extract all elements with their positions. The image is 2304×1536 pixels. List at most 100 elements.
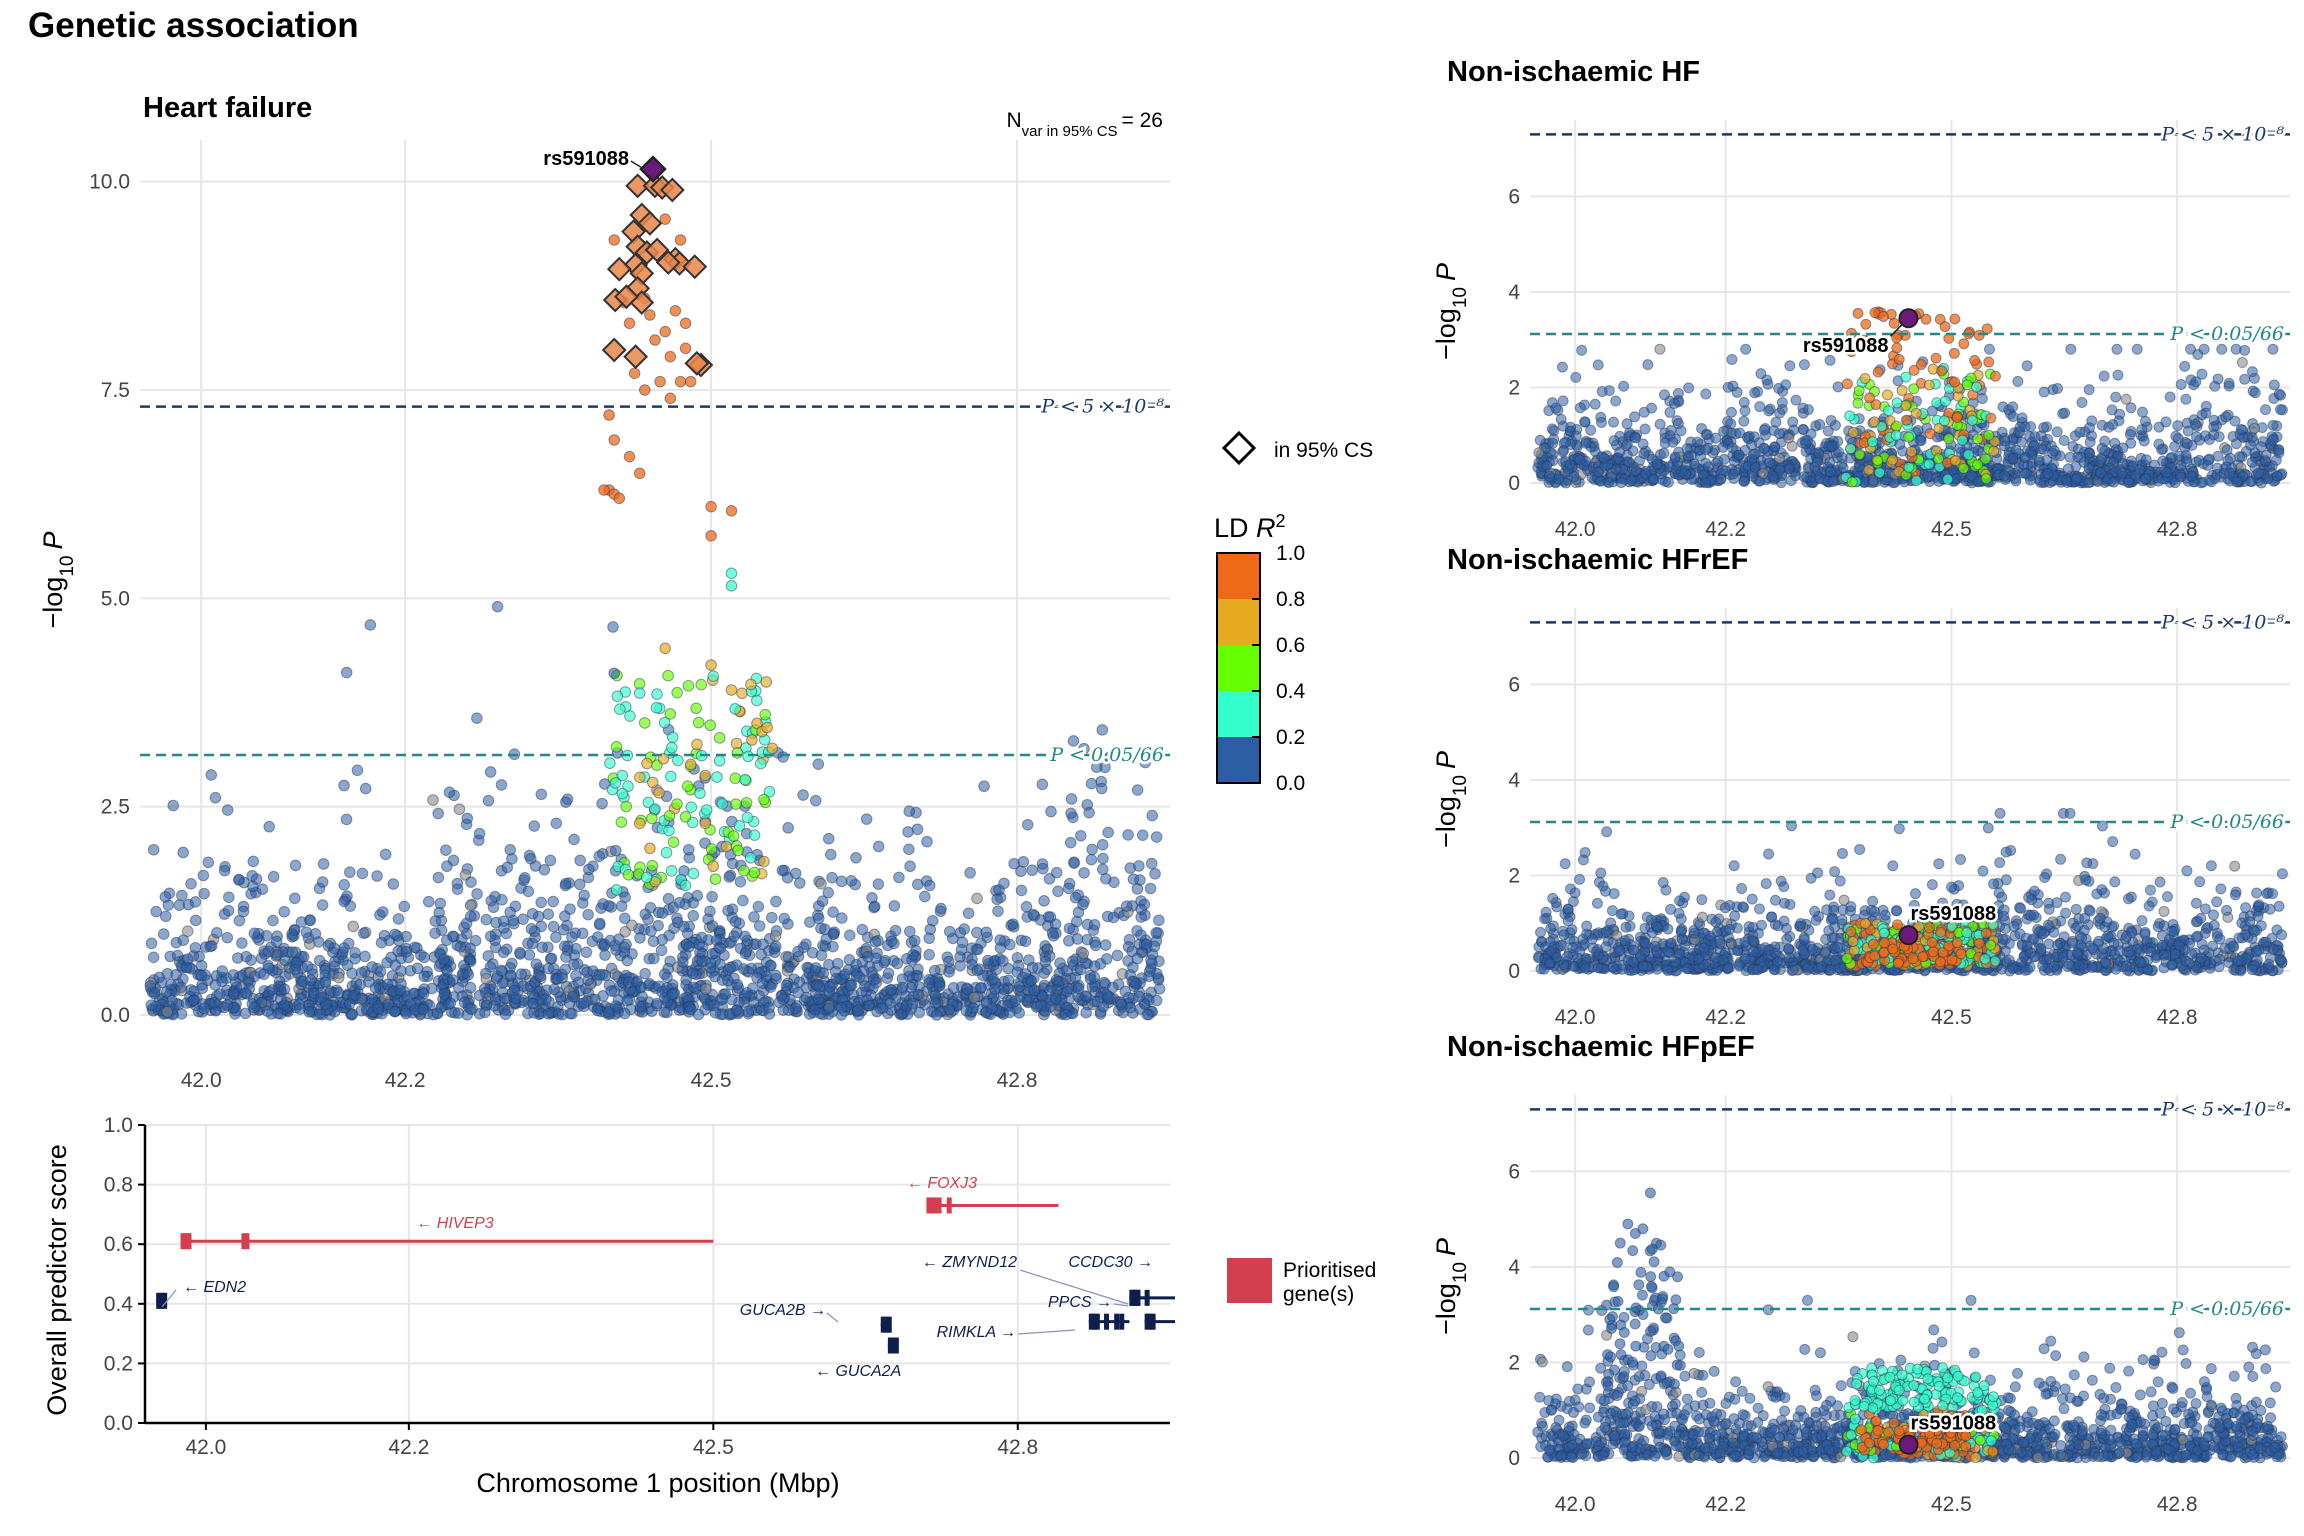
variant-point bbox=[1700, 444, 1712, 456]
variant-point bbox=[1099, 939, 1112, 951]
variant-point bbox=[2108, 476, 2120, 488]
variant-point bbox=[1872, 366, 1884, 378]
variant-point bbox=[2208, 414, 2220, 426]
variant-point bbox=[356, 867, 369, 880]
variant-point bbox=[705, 659, 717, 671]
variant-point bbox=[2083, 384, 2095, 396]
variant-point bbox=[248, 970, 261, 983]
variant-point bbox=[332, 971, 345, 984]
variant-point bbox=[823, 1002, 835, 1015]
variant-point bbox=[1569, 887, 1581, 899]
variant-point bbox=[1712, 455, 1724, 467]
variant-point bbox=[1872, 455, 1884, 467]
variant-point bbox=[593, 850, 606, 863]
variant-point bbox=[902, 826, 914, 838]
variant-point bbox=[1019, 935, 1032, 948]
variant-point bbox=[835, 1001, 848, 1014]
variant-point bbox=[2208, 909, 2220, 921]
variant-point bbox=[1015, 884, 1028, 897]
variant-point bbox=[1758, 424, 1770, 436]
variant-point bbox=[994, 934, 1006, 946]
variant-point bbox=[544, 854, 557, 867]
variant-point bbox=[777, 993, 789, 1006]
variant-point bbox=[960, 1004, 973, 1017]
variant-point bbox=[2075, 451, 2087, 463]
variant-point bbox=[1980, 473, 1992, 485]
variant-point bbox=[1038, 895, 1050, 907]
variant-point bbox=[496, 894, 508, 906]
variant-point bbox=[1988, 445, 2000, 457]
variant-point bbox=[1951, 411, 1963, 423]
variant-point bbox=[2058, 435, 2070, 447]
variant-point bbox=[687, 867, 700, 880]
variant-point bbox=[464, 899, 477, 912]
variant-point bbox=[685, 801, 698, 813]
variant-point bbox=[1638, 406, 1650, 418]
variant-point bbox=[921, 835, 933, 848]
variant-point bbox=[2235, 423, 2247, 435]
variant-point bbox=[1798, 359, 1810, 371]
variant-point bbox=[1077, 947, 1090, 960]
variant-point bbox=[741, 811, 754, 824]
variant-point bbox=[1970, 381, 1982, 393]
variant-point bbox=[1044, 911, 1057, 923]
variant-point bbox=[763, 1001, 775, 1014]
variant-point bbox=[654, 375, 666, 388]
variant-point bbox=[2264, 903, 2276, 915]
variant-point bbox=[656, 907, 669, 919]
variant-point bbox=[1100, 953, 1113, 965]
variant-point bbox=[527, 997, 539, 1010]
variant-point bbox=[713, 732, 726, 744]
variant-point bbox=[358, 927, 370, 940]
variant-point bbox=[609, 777, 622, 789]
variant-point bbox=[1004, 1006, 1016, 1019]
variant-point bbox=[684, 1003, 697, 1016]
variant-point bbox=[1046, 927, 1059, 939]
variant-point bbox=[1800, 438, 1812, 450]
variant-point bbox=[2246, 366, 2258, 378]
variant-point bbox=[2255, 477, 2267, 489]
variant-point bbox=[1128, 976, 1140, 988]
variant-point bbox=[432, 871, 445, 884]
variant-point bbox=[451, 883, 464, 895]
variant-point bbox=[1997, 401, 2009, 413]
variant-point bbox=[557, 923, 570, 936]
variant-point bbox=[729, 772, 742, 785]
variant-point bbox=[1948, 347, 1960, 359]
variant-point bbox=[2224, 467, 2236, 479]
variant-point bbox=[930, 1009, 943, 1021]
variant-point bbox=[145, 937, 158, 950]
variant-point bbox=[2082, 477, 2094, 489]
x-tick-label: 42.8 bbox=[2157, 1006, 2198, 1029]
variant-point bbox=[682, 680, 695, 692]
variant-point bbox=[543, 996, 555, 1008]
variant-point bbox=[1150, 831, 1163, 843]
variant-point bbox=[1773, 428, 1785, 440]
variant-point bbox=[1847, 426, 1859, 438]
variant-point bbox=[827, 906, 839, 918]
variant-point bbox=[1096, 838, 1109, 851]
variant-point bbox=[2122, 893, 2134, 905]
variant-point bbox=[1145, 954, 1157, 966]
variant-point bbox=[418, 951, 430, 964]
variant-point bbox=[2131, 343, 2143, 355]
variant-point bbox=[923, 932, 936, 945]
variant-point bbox=[534, 970, 547, 983]
variant-point bbox=[1072, 982, 1085, 995]
x-tick-label: 42.2 bbox=[1705, 1006, 1746, 1029]
variant-point bbox=[692, 716, 705, 729]
variant-point bbox=[1654, 418, 1666, 430]
variant-point bbox=[266, 984, 278, 996]
variant-point bbox=[674, 234, 687, 246]
variant-point bbox=[1731, 386, 1743, 398]
variant-point bbox=[1596, 417, 1608, 429]
variant-point bbox=[2185, 343, 2197, 355]
variant-point bbox=[822, 832, 835, 845]
variant-point bbox=[181, 925, 194, 937]
variant-point bbox=[278, 983, 291, 995]
variant-point bbox=[1725, 406, 1737, 418]
variant-point bbox=[757, 938, 769, 950]
variant-point bbox=[1859, 373, 1871, 385]
variant-point bbox=[2193, 454, 2205, 466]
variant-point bbox=[720, 840, 733, 853]
